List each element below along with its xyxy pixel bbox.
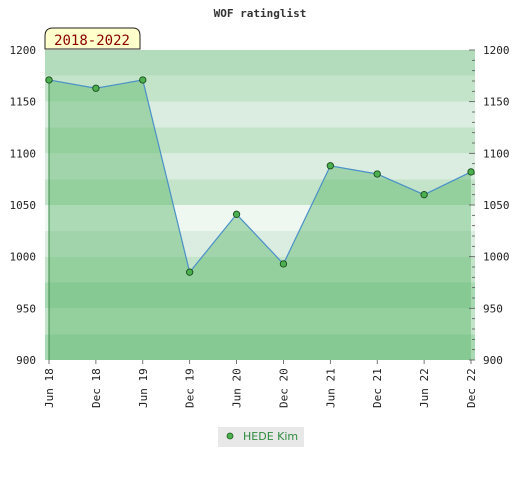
background-band bbox=[45, 205, 475, 231]
rating-point bbox=[186, 268, 194, 276]
y-tick-label-right: 1100 bbox=[483, 147, 510, 160]
background-band bbox=[45, 308, 475, 335]
period-badge-box bbox=[44, 27, 141, 50]
y-tick-label-left: 1200 bbox=[10, 44, 37, 57]
legend-item-hede-kim: HEDE Kim bbox=[243, 430, 298, 443]
rating-area bbox=[48, 79, 471, 360]
background-band bbox=[45, 127, 475, 154]
y-tick-label-left: 900 bbox=[16, 354, 36, 367]
background-band bbox=[45, 75, 475, 102]
y-tick-label-right: 950 bbox=[483, 302, 503, 315]
y-tick-label-left: 1100 bbox=[10, 147, 37, 160]
rating-polyline bbox=[48, 79, 472, 274]
y-tick-label-left: 950 bbox=[16, 302, 36, 315]
x-tick-label: Jun 21 bbox=[324, 368, 337, 408]
rating-point bbox=[45, 76, 53, 84]
background-band bbox=[45, 230, 475, 257]
background-band bbox=[45, 334, 475, 360]
x-tick-label: Jun 19 bbox=[137, 368, 150, 408]
y-axis-left: 900 950 1000 1050 1100 1150 1200 bbox=[10, 44, 37, 367]
y-tick-label-right: 1150 bbox=[483, 96, 510, 109]
y-tick-label-left: 1050 bbox=[10, 199, 37, 212]
y-tick-label-right: 1050 bbox=[483, 199, 510, 212]
rating-point bbox=[279, 260, 288, 268]
rating-point bbox=[139, 76, 147, 84]
y-tick-label-right: 1000 bbox=[483, 251, 510, 264]
y-tick-label-right: 900 bbox=[483, 354, 503, 367]
x-tick-label: Dec 19 bbox=[184, 368, 197, 408]
y-tick-label-left: 1150 bbox=[10, 96, 37, 109]
legend-marker bbox=[226, 432, 234, 440]
x-tick-label: Dec 20 bbox=[277, 368, 290, 408]
legend: HEDE Kim bbox=[218, 427, 304, 447]
rating-line bbox=[48, 79, 472, 274]
rating-area-fill bbox=[49, 79, 471, 360]
y-tick-label-left: 1000 bbox=[10, 251, 37, 264]
background-bands bbox=[45, 50, 475, 360]
x-tick-label: Dec 22 bbox=[465, 368, 478, 408]
x-tick-label: Jun 18 bbox=[43, 368, 56, 408]
y-axis-right: 900 950 1000 1050 1100 1150 1200 bbox=[469, 44, 510, 367]
x-axis: Jun 18 Dec 18 Jun 19 Dec 19 Jun 20 Dec 20 Jun … bbox=[43, 360, 478, 408]
chart-title: WOF ratinglist bbox=[214, 7, 307, 20]
background-band bbox=[45, 256, 475, 283]
rating-point bbox=[232, 210, 241, 218]
background-band bbox=[45, 50, 475, 76]
x-tick-label: Dec 21 bbox=[371, 368, 384, 408]
background-band bbox=[45, 153, 475, 180]
rating-point bbox=[467, 168, 475, 176]
period-badge-label: 2018-2022 bbox=[54, 33, 130, 49]
rating-point bbox=[92, 84, 100, 92]
background-band bbox=[45, 101, 475, 128]
period-badge: 2018-2022 bbox=[44, 27, 141, 50]
rating-points bbox=[45, 76, 475, 276]
rating-point bbox=[420, 191, 428, 199]
legend-box bbox=[218, 427, 304, 447]
background-band bbox=[45, 179, 475, 205]
rating-point bbox=[373, 170, 381, 178]
rating-point bbox=[326, 162, 334, 170]
background-band bbox=[45, 282, 475, 309]
y-tick-label-right: 1200 bbox=[483, 44, 510, 57]
x-tick-label: Jun 20 bbox=[231, 368, 244, 408]
x-tick-label: Jun 22 bbox=[418, 368, 431, 408]
x-tick-label: Dec 18 bbox=[90, 368, 103, 408]
